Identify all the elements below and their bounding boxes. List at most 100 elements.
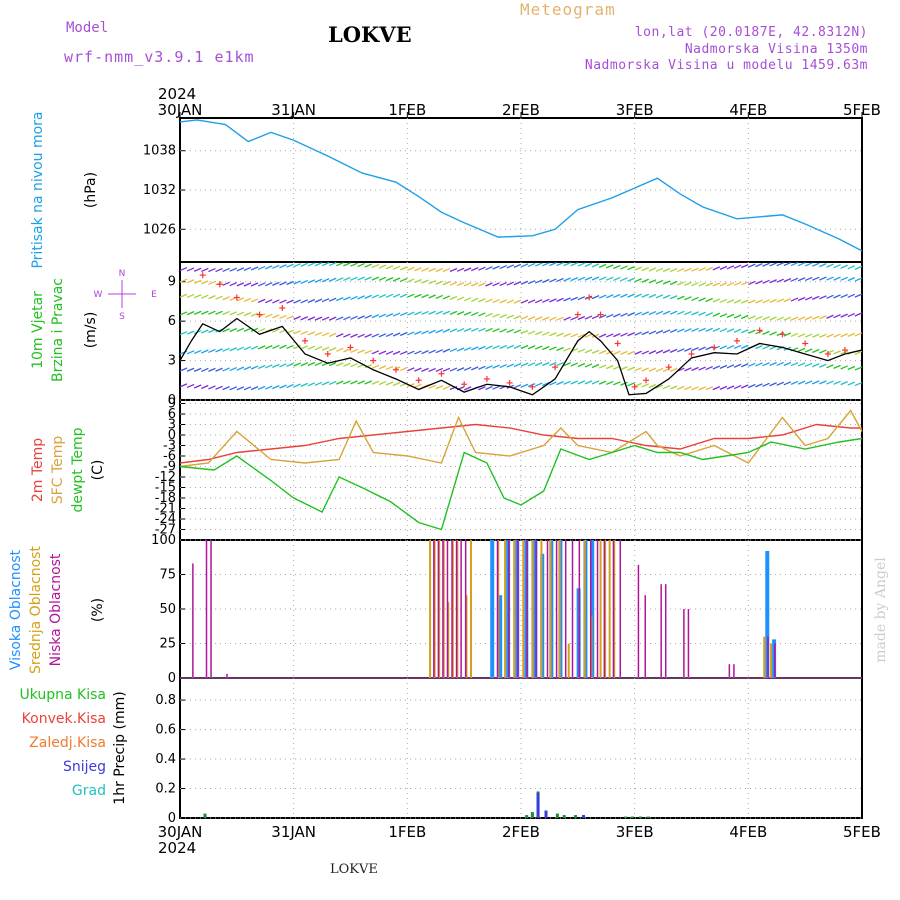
model-label: Model [66, 20, 109, 36]
wind-barb [264, 313, 273, 318]
wind-barb [719, 364, 728, 370]
wind-barb [698, 327, 706, 332]
wind-barb [542, 316, 550, 321]
wind-barb [527, 262, 536, 268]
wind-barb [385, 381, 394, 386]
wind-barb [605, 294, 614, 299]
wind-barb [634, 350, 642, 355]
wind-barb [513, 362, 522, 368]
wind-barb [833, 364, 841, 369]
cloud-bar-1 [442, 540, 445, 678]
precip-legend-3: Snijeg [63, 759, 106, 775]
wind-barb [492, 313, 500, 318]
wind-barb [605, 380, 614, 386]
precip-bar-0 [562, 815, 566, 818]
wind-barb [733, 344, 742, 350]
wind-barb [300, 362, 309, 367]
wind-barb [272, 363, 280, 368]
wind-barb [371, 364, 380, 369]
wind-barb [478, 386, 486, 391]
wind-barb [499, 264, 507, 270]
wind-barb [485, 327, 493, 333]
wind-barb [783, 278, 792, 283]
wind-barb [812, 380, 820, 385]
wind-barb [677, 267, 685, 273]
wind-barb [833, 350, 841, 355]
cloud-bar-1 [770, 643, 773, 678]
cloud-bar-0 [490, 540, 495, 678]
wind-barb [293, 263, 301, 268]
wind-barb [847, 312, 856, 318]
wind-barb [293, 315, 301, 320]
cloud-label-2: Niska Oblacnost [48, 553, 64, 666]
wind-barb [257, 364, 266, 370]
wind-barb [414, 293, 422, 298]
wind-barb [733, 384, 742, 390]
cloud-bar-2 [660, 584, 662, 678]
wind-barb [677, 348, 685, 353]
wind-barb [264, 385, 273, 390]
wind-barb [755, 383, 763, 388]
wind-barb [563, 347, 571, 352]
wind-barb [456, 267, 465, 272]
wind-barb [471, 346, 479, 351]
wind-barb [321, 278, 330, 283]
wind-barb [506, 281, 515, 286]
wind-barb [705, 282, 713, 287]
wind-barb [776, 361, 785, 367]
wind-barb [293, 280, 301, 285]
cloud-bar-1 [451, 540, 454, 678]
wind-barb [250, 365, 259, 370]
wind-barb [286, 315, 294, 320]
wind-barb [435, 349, 444, 354]
wind-barb [691, 366, 699, 372]
wind-barb [698, 346, 706, 351]
wind-barb [826, 263, 834, 268]
wind-barb [613, 350, 621, 355]
wind-barb [186, 367, 195, 372]
wind-barb [378, 380, 387, 386]
wind-barb [570, 296, 578, 301]
wind-barb [499, 328, 507, 333]
wind-barb [371, 276, 380, 281]
cloud-bar-2 [683, 609, 685, 678]
wind-barb [314, 262, 323, 267]
wind-barb [549, 262, 557, 267]
wind-barb [748, 362, 756, 367]
wind-barb [264, 344, 273, 350]
wind-barb [577, 348, 586, 353]
wind-barb [243, 282, 252, 287]
wind-barb [428, 384, 436, 389]
wind-barb [513, 329, 522, 334]
x-tick-label-bottom: 1FEB [388, 823, 426, 841]
y-tick-label-clouds: 75 [159, 568, 176, 583]
wind-barb [471, 327, 479, 332]
wind-barb [186, 279, 195, 284]
wind-barb [201, 280, 209, 285]
wind-barb [719, 298, 728, 304]
wind-barb [797, 262, 806, 267]
wind-barb [826, 380, 834, 385]
wind-barb [527, 299, 536, 304]
wind-barb [385, 365, 394, 371]
cloud-bar-2 [546, 540, 549, 678]
wind-barb [193, 367, 202, 373]
wind-barb [605, 350, 614, 355]
wind-barb [463, 366, 472, 371]
y-tick-label-precip: 0.2 [155, 782, 176, 797]
wind-barb [648, 293, 657, 299]
wind-barb [826, 276, 834, 281]
wind-barb [399, 277, 408, 283]
wind-barb [584, 315, 593, 320]
wind-barb [691, 327, 699, 333]
wind-barb [705, 266, 713, 271]
wind-barb [783, 361, 792, 367]
pressure-line [179, 119, 863, 252]
wind-barb [819, 333, 827, 338]
wind-barb [797, 380, 806, 385]
wind-barb [478, 298, 486, 303]
cloud-bar-2 [205, 540, 208, 678]
wind-barb [620, 350, 628, 355]
wind-barb [449, 328, 458, 333]
wind-barb [399, 366, 408, 372]
